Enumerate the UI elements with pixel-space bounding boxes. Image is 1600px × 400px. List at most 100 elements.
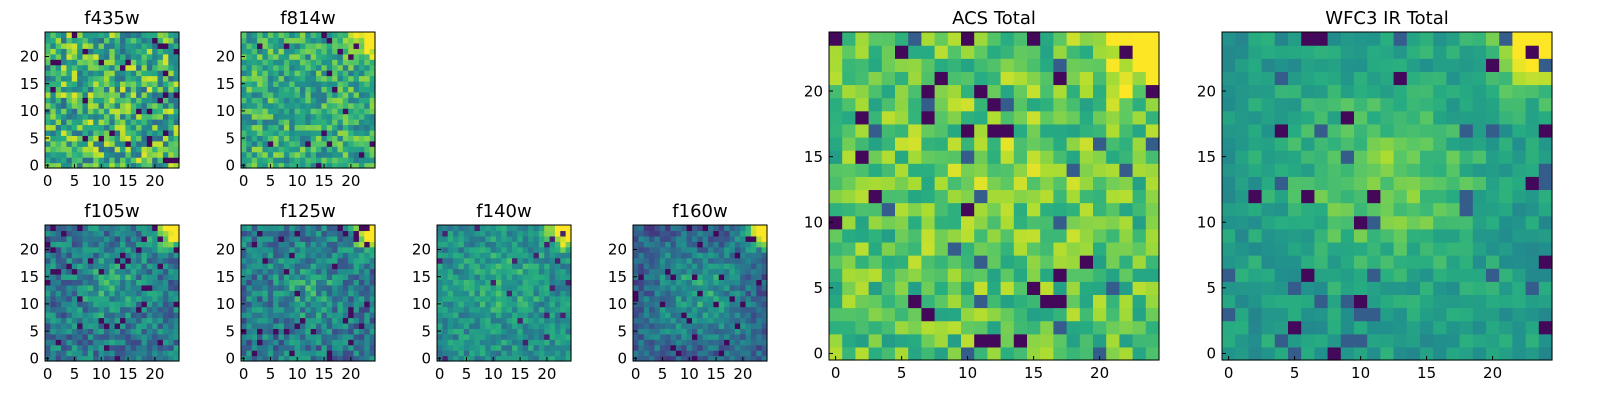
heatmap-cell: [560, 279, 567, 286]
heatmap-cell: [659, 279, 666, 286]
heatmap-cell: [1538, 228, 1553, 243]
heatmap-cell: [1486, 215, 1500, 230]
heatmap-cell: [342, 157, 349, 164]
heatmap-cell: [305, 124, 312, 131]
heatmap-cell: [708, 284, 714, 291]
heatmap-cell: [702, 263, 709, 270]
heatmap-cell: [353, 301, 360, 308]
heatmap-cell: [136, 129, 143, 136]
heatmap-cell: [262, 157, 269, 164]
heatmap-cell: [549, 246, 556, 253]
heatmap-cell: [61, 263, 68, 270]
heatmap-cell: [130, 355, 137, 362]
heatmap-cell: [267, 295, 274, 302]
heatmap-cell: [665, 257, 672, 264]
heatmap-cell: [98, 80, 105, 87]
heatmap-cell: [162, 135, 169, 142]
heatmap-cell: [934, 189, 949, 204]
x-tick-label: 15: [315, 172, 334, 190]
heatmap-cell: [66, 350, 73, 357]
heatmap-cell: [442, 279, 449, 286]
heatmap-cell: [66, 279, 73, 286]
heatmap-cell: [469, 279, 476, 286]
heatmap-cell: [109, 48, 116, 55]
heatmap-cell: [908, 202, 922, 217]
heatmap-cell: [458, 339, 465, 346]
heatmap-cell: [1288, 150, 1302, 164]
heatmap-cell: [337, 317, 344, 324]
heatmap-cell: [1406, 163, 1421, 177]
heatmap-cell: [501, 290, 508, 297]
heatmap-cell: [528, 268, 535, 275]
heatmap-cell: [168, 252, 175, 259]
heatmap-cell: [1000, 32, 1015, 46]
heatmap-cell: [485, 257, 492, 264]
heatmap-cell: [533, 252, 540, 259]
heatmap-cell: [512, 295, 518, 302]
heatmap-cell: [934, 58, 949, 72]
heatmap-cell: [697, 235, 704, 242]
heatmap-cell: [348, 80, 355, 87]
heatmap-cell: [130, 279, 137, 286]
heatmap-cell: [364, 53, 371, 60]
heatmap-cell: [512, 312, 518, 319]
heatmap-cell: [453, 295, 460, 302]
heatmap-cell: [289, 48, 296, 55]
heatmap-cell: [734, 301, 741, 308]
heatmap-cell: [136, 151, 143, 158]
heatmap-cell: [337, 157, 344, 164]
heatmap-cell: [146, 48, 153, 55]
heatmap-cell: [842, 45, 856, 59]
heatmap-cell: [369, 344, 376, 351]
heatmap-cell: [267, 53, 274, 60]
heatmap-cell: [702, 230, 709, 237]
heatmap-cell: [103, 328, 110, 335]
heatmap-cell: [162, 97, 169, 104]
heatmap-cell: [61, 140, 68, 147]
heatmap-cell: [638, 301, 645, 308]
heatmap-cell: [1433, 268, 1447, 282]
heatmap-cell: [1053, 215, 1068, 230]
heatmap-cell: [1367, 189, 1381, 204]
heatmap-cell: [173, 42, 180, 49]
heatmap-cell: [332, 257, 339, 264]
heatmap-cell: [469, 333, 476, 340]
heatmap-cell: [1367, 202, 1381, 217]
heatmap-cell: [299, 279, 306, 286]
heatmap-cell: [708, 230, 714, 237]
heatmap-cell: [1132, 163, 1147, 177]
heatmap-cell: [538, 339, 545, 346]
heatmap-cell: [168, 75, 175, 82]
heatmap-cell: [654, 241, 661, 248]
heatmap-cell: [447, 263, 454, 270]
heatmap-cell: [87, 230, 94, 237]
heatmap-cell: [152, 124, 159, 131]
heatmap-cell: [321, 64, 328, 71]
heatmap-cell: [463, 252, 470, 259]
heatmap-cell: [713, 268, 720, 275]
heatmap-cell: [283, 317, 290, 324]
heatmap-cell: [109, 263, 116, 270]
heatmap-cell: [544, 317, 551, 324]
heatmap-cell: [168, 279, 175, 286]
heatmap-cell: [1053, 281, 1068, 295]
heatmap-cell: [326, 339, 333, 346]
heatmap-cell: [173, 64, 180, 71]
heatmap-cell: [1459, 163, 1474, 177]
heatmap-cell: [342, 70, 349, 77]
heatmap-cell: [294, 279, 301, 286]
heatmap-cell: [114, 317, 121, 324]
heatmap-cell: [649, 273, 656, 280]
heatmap-cell: [881, 45, 896, 59]
heatmap-cell: [71, 119, 78, 126]
heatmap-cell: [934, 163, 949, 177]
heatmap-cell: [447, 279, 454, 286]
heatmap-cell: [55, 97, 62, 104]
heatmap-cell: [538, 344, 545, 351]
heatmap-cell: [114, 129, 121, 136]
heatmap-cell: [490, 273, 497, 280]
heatmap-cell: [61, 230, 68, 237]
heatmap-cell: [136, 246, 143, 253]
heatmap-cell: [649, 230, 656, 237]
heatmap-cell: [1066, 202, 1081, 217]
